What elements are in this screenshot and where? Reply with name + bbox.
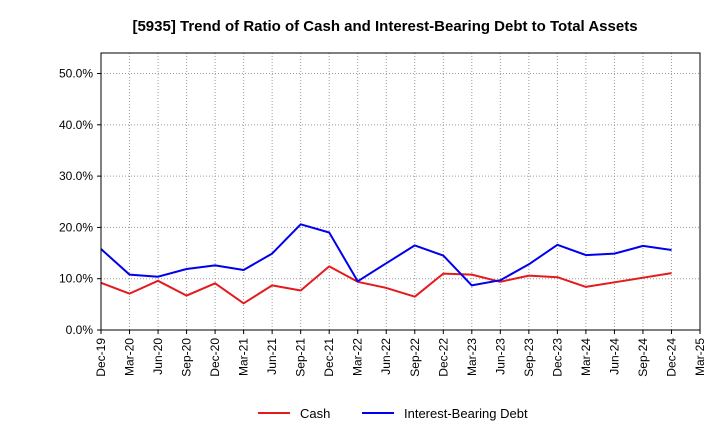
series-line-cash bbox=[100, 265, 672, 305]
x-tick-label: Sep-20 bbox=[180, 338, 194, 377]
legend: Cash Interest-Bearing Debt bbox=[258, 406, 528, 421]
series-line-interest-bearing-debt bbox=[100, 223, 672, 287]
y-tick-label: 50.0% bbox=[59, 67, 93, 81]
chart-title: [5935] Trend of Ratio of Cash and Intere… bbox=[132, 18, 637, 35]
x-tick-label: Jun-20 bbox=[151, 338, 165, 375]
y-tick-label: 30.0% bbox=[59, 169, 93, 183]
x-tick-label: Jun-24 bbox=[607, 338, 621, 375]
x-tick-label: Jun-23 bbox=[493, 338, 507, 375]
x-tick-label: Mar-21 bbox=[237, 338, 251, 376]
x-tick-label: Mar-25 bbox=[693, 338, 707, 376]
legend-label-cash: Cash bbox=[300, 406, 330, 421]
x-tick-label: Sep-23 bbox=[522, 338, 536, 377]
x-tick-label: Dec-21 bbox=[322, 338, 336, 377]
y-tick-label: 20.0% bbox=[59, 220, 93, 234]
x-tick-label: Mar-20 bbox=[123, 338, 137, 376]
x-tick-label: Mar-22 bbox=[351, 338, 365, 376]
y-tick-label: 40.0% bbox=[59, 118, 93, 132]
x-tick-label: Jun-22 bbox=[379, 338, 393, 375]
x-tick-label: Dec-24 bbox=[664, 338, 678, 377]
x-tick-label: Sep-24 bbox=[636, 338, 650, 377]
y-tick-label: 0.0% bbox=[66, 323, 94, 337]
x-tick-label: Dec-23 bbox=[550, 338, 564, 377]
legend-label-interest-bearing-debt: Interest-Bearing Debt bbox=[404, 406, 528, 421]
x-tick-label: Sep-21 bbox=[294, 338, 308, 377]
x-tick-label: Mar-24 bbox=[579, 338, 593, 376]
x-tick-label: Dec-20 bbox=[208, 338, 222, 377]
x-tick-label: Jun-21 bbox=[265, 338, 279, 375]
plot-background bbox=[101, 53, 700, 330]
x-tick-label: Mar-23 bbox=[465, 338, 479, 376]
y-tick-label: 10.0% bbox=[59, 272, 93, 286]
x-tick-label: Dec-22 bbox=[436, 338, 450, 377]
x-tick-label: Dec-19 bbox=[94, 338, 108, 377]
plot-frame bbox=[100, 52, 701, 331]
plot-area: 0.0% 10.0% 20.0% 30.0% 40.0% 50.0% Dec-19 Mar-2… bbox=[59, 52, 707, 377]
x-tick-label: Sep-22 bbox=[408, 338, 422, 377]
